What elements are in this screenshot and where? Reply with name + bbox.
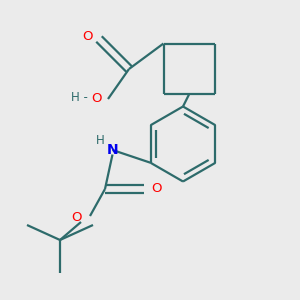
Text: H: H <box>96 134 105 148</box>
Text: O: O <box>151 182 161 196</box>
Text: O: O <box>71 211 82 224</box>
Text: O: O <box>91 92 101 106</box>
Text: N: N <box>107 143 118 157</box>
Text: H -: H - <box>71 91 88 104</box>
Text: O: O <box>82 29 92 43</box>
